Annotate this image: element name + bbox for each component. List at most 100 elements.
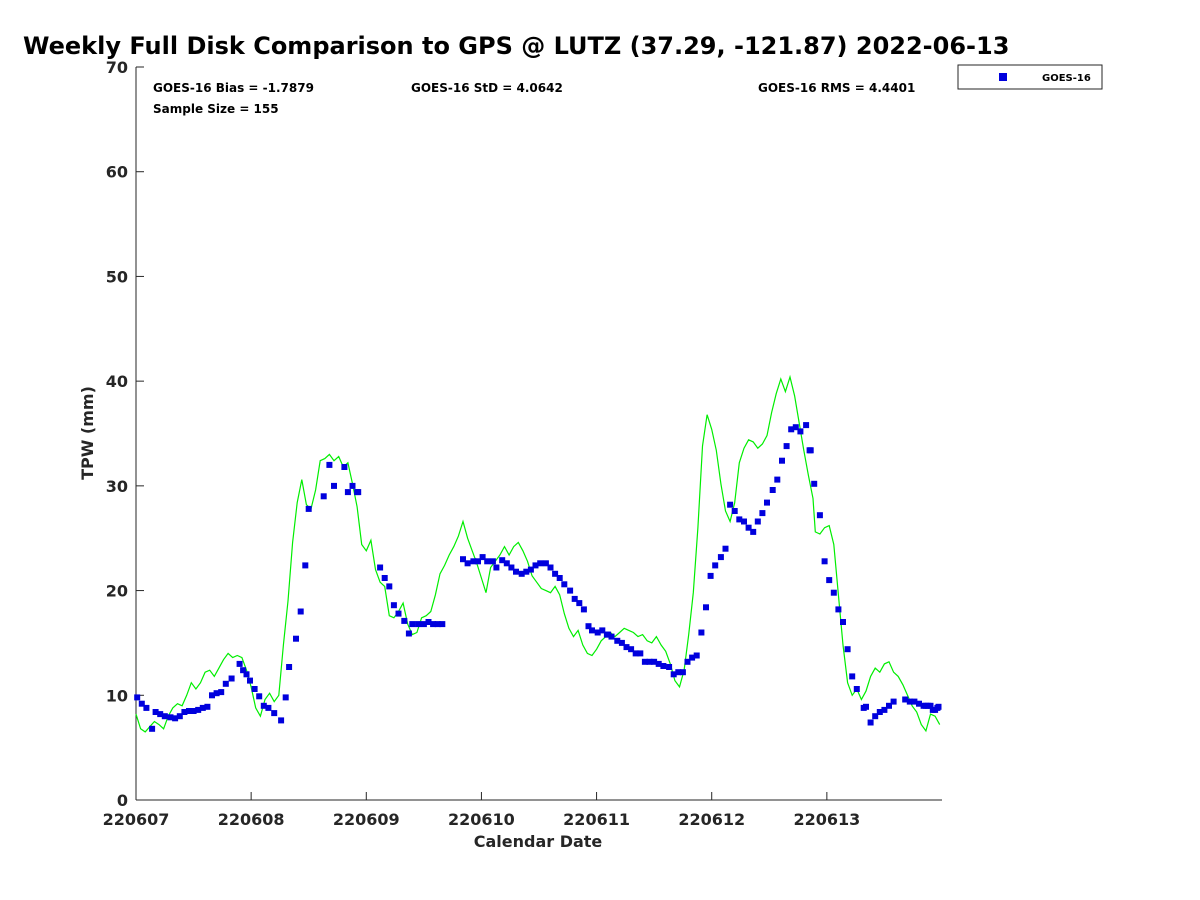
goes-data-point [222,680,229,687]
goes-data-point [161,713,168,720]
goes-data-point [527,566,534,573]
goes-data-point [251,686,258,692]
goes-data-point [240,667,247,674]
goes-data-point [499,557,506,564]
goes-data-point [271,710,278,717]
goes-data-point [282,694,289,701]
goes-data-point [460,556,466,563]
goes-data-point [605,631,612,638]
goes-data-point [439,621,446,628]
goes-data-point [571,595,578,602]
goes-data-point [157,711,164,718]
goes-data-point [830,589,837,596]
goes-data-point [792,424,799,431]
y-tick-label: 70 [106,58,128,77]
goes-data-point [484,558,491,565]
goes-data-point [260,702,267,709]
goes-data-point [172,715,179,722]
x-tick-label: 220609 [333,810,400,829]
goes-data-point [803,422,810,429]
goes-data-point [503,560,510,567]
goes-data-point [331,482,337,489]
goes-data-point [430,621,437,628]
stat-sample-size: Sample Size = 155 [153,102,279,116]
goes-data-point [381,575,388,581]
goes-data-point [479,554,486,561]
goes-data-point [425,619,432,625]
goes-data-point [537,560,544,567]
goes-data-point [863,703,869,710]
goes-data-point [305,505,312,512]
goes-data-point [872,713,879,720]
goes-data-point [679,669,686,676]
goes-data-point [911,698,918,705]
goes-data-point [390,602,397,609]
goes-data-point [821,558,828,565]
goes-data-point [589,627,595,634]
goes-data-point [297,608,304,615]
goes-data-point [788,426,795,433]
y-axis-label: TPW (mm) [78,386,97,480]
goes-data-point [906,698,913,705]
goes-data-point [134,694,141,701]
goes-data-point [594,629,601,636]
goes-data-point [152,709,159,715]
goes-data-point [326,461,333,468]
goes-data-point [405,630,412,637]
goes-data-point [693,652,700,659]
x-tick-label: 220612 [678,810,745,829]
goes-data-point [816,512,823,519]
goes-data-point [415,621,422,628]
goes-data-point [689,654,696,661]
goes-data-point [797,428,804,435]
goes-data-point [236,660,243,667]
goes-data-point [614,637,621,644]
legend-label-goes: GOES-16 [1042,73,1091,84]
goes-data-point [341,464,348,470]
goes-data-point [608,633,615,640]
goes-data-point [651,658,658,665]
goes-data-point [213,690,220,697]
goes-data-point [247,677,253,684]
goes-data-point [580,606,587,613]
x-tick-label: 220611 [563,810,630,829]
goes-data-point [722,545,729,552]
goes-data-point [344,489,351,496]
plot-area [135,67,942,801]
y-tick-label: 30 [106,477,128,496]
goes-data-point [401,617,408,624]
goes-data-point [181,709,188,715]
goes-data-point [881,706,888,713]
goes-data-point [532,562,539,569]
goes-data-point [632,650,639,657]
goes-data-point [576,600,583,607]
goes-data-point [876,709,883,715]
goes-data-point [470,558,477,565]
goes-data-point [628,646,635,653]
goes-data-point [302,562,309,569]
goes-data-point [395,610,402,617]
goes-data-point [867,719,874,726]
goes-data-point [736,516,743,523]
goes-data-point [513,568,519,575]
goes-data-point [853,686,860,692]
goes-data-point [641,658,648,665]
goes-data-point [149,725,156,732]
goes-data-point [186,708,192,714]
goes-data-point [218,689,225,696]
goes-data-point [774,476,781,483]
goes-data-point [660,663,667,669]
x-axis-label: Calendar Date [474,832,603,851]
goes-data-point [783,443,790,450]
goes-data-point [561,581,568,588]
goes-data-point [703,604,709,611]
x-tick-label: 220610 [448,810,515,829]
goes-data-point [585,623,592,630]
goes-data-point [769,487,776,493]
goes-data-point [779,457,785,464]
legend-marker-goes [999,73,1007,81]
goes-data-point [811,480,818,487]
goes-data-point [759,510,766,517]
x-axis-ticks: 220607 220608 220609 220610 220611 220612 2206… [103,792,860,829]
goes-data-point [754,518,761,525]
